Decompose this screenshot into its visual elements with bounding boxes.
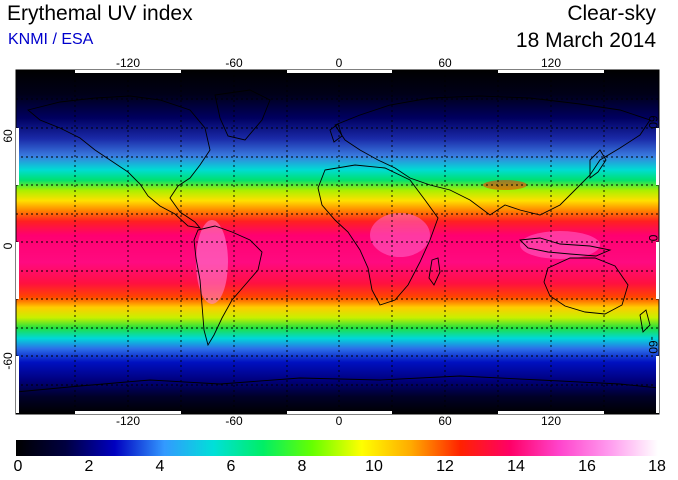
lon-tick-label: 120 xyxy=(540,414,562,428)
colorbar-label: 2 xyxy=(84,458,94,475)
coast-greenland xyxy=(214,89,271,141)
lon-tick-label: -120 xyxy=(115,414,141,428)
coast-africa xyxy=(317,164,439,306)
coastlines xyxy=(15,89,660,393)
africa-high-uv xyxy=(370,213,430,257)
data-source: KNMI / ESA xyxy=(8,31,94,48)
lat-tick-label: 60 xyxy=(646,115,660,129)
lat-tick-label: 60 xyxy=(1,129,15,143)
colorbar-label: 12 xyxy=(436,458,454,475)
lon-tick-label: 0 xyxy=(335,414,343,428)
colorbar-label: 8 xyxy=(297,458,307,475)
colorbar-label: 6 xyxy=(226,458,236,475)
lon-tick-label: 60 xyxy=(438,56,452,70)
lat-tick-label: 0 xyxy=(1,242,15,250)
colorbar-label: 4 xyxy=(155,458,165,475)
colorbar-label: 10 xyxy=(365,458,383,475)
lon-tick-label: 0 xyxy=(335,56,343,70)
lon-tick-label: 60 xyxy=(438,414,452,428)
coast-japan xyxy=(589,149,607,179)
gridlines xyxy=(16,70,659,414)
coast-madagascar xyxy=(428,257,441,286)
coast-indonesia xyxy=(519,237,612,257)
map-title: Erythemal UV index xyxy=(7,2,193,25)
frame-edge-ticks xyxy=(16,70,659,414)
coast-antarctica xyxy=(15,375,660,393)
coast-south-america xyxy=(193,225,263,347)
lon-tick-label: -120 xyxy=(115,56,141,70)
map-frame xyxy=(15,69,660,415)
colorbar-label: 16 xyxy=(578,458,596,475)
coast-australia xyxy=(543,257,629,315)
lon-tick-label: -60 xyxy=(225,56,243,70)
tibet-high-uv xyxy=(483,180,527,190)
map-date: 18 March 2014 xyxy=(515,29,656,52)
lon-tick-label: 120 xyxy=(540,56,562,70)
colorbar-label: 0 xyxy=(13,458,23,475)
lon-tick-label: -60 xyxy=(225,414,243,428)
lat-tick-label: 0 xyxy=(646,234,660,242)
sky-condition: Clear-sky xyxy=(567,2,656,25)
colorbar-label: 18 xyxy=(648,458,666,475)
colorbar xyxy=(16,440,658,456)
andes-high-uv xyxy=(196,220,228,304)
lat-tick-label: -60 xyxy=(1,352,15,370)
coast-uk xyxy=(329,123,343,143)
coast-eurasia xyxy=(334,95,651,216)
indonesia-high-uv xyxy=(520,231,600,259)
coast-north-america xyxy=(27,95,211,229)
lat-tick-label: -60 xyxy=(646,336,660,354)
coast-new-zealand xyxy=(639,309,651,333)
colorbar-label: 14 xyxy=(507,458,525,475)
